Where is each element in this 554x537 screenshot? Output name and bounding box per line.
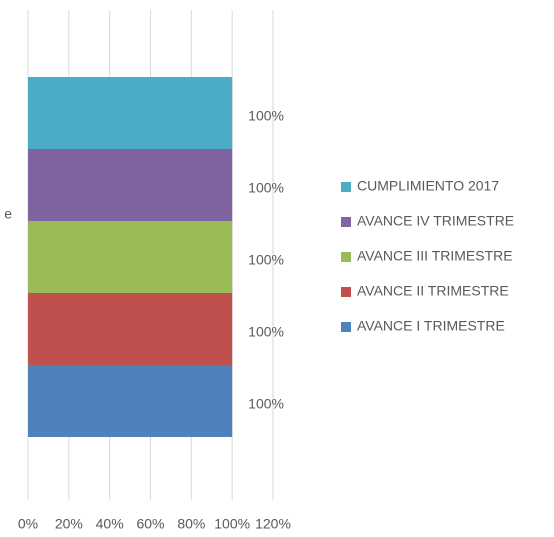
x-tick-label: 120%: [255, 516, 291, 532]
legend-swatch: [341, 252, 351, 262]
data-label: 100%: [248, 180, 284, 196]
x-tick-label: 20%: [55, 516, 83, 532]
bar: [28, 365, 233, 437]
bar: [28, 77, 233, 149]
legend-swatch: [341, 182, 351, 192]
bar: [28, 221, 233, 293]
legend-label: AVANCE III TRIMESTRE: [357, 248, 513, 264]
bar: [28, 149, 233, 221]
x-tick-label: 80%: [177, 516, 205, 532]
y-tick-label: e: [4, 206, 12, 222]
x-tick-label: 60%: [136, 516, 164, 532]
x-tick-label: 40%: [96, 516, 124, 532]
legend-label: AVANCE IV TRIMESTRE: [357, 213, 514, 229]
legend-label: AVANCE I TRIMESTRE: [357, 318, 505, 334]
x-tick-label: 0%: [18, 516, 38, 532]
data-label: 100%: [248, 324, 284, 340]
legend-swatch: [341, 217, 351, 227]
data-label: 100%: [248, 252, 284, 268]
legend-swatch: [341, 322, 351, 332]
bar: [28, 293, 233, 365]
x-tick-label: 100%: [214, 516, 250, 532]
data-label: 100%: [248, 396, 284, 412]
legend-label: AVANCE II TRIMESTRE: [357, 283, 509, 299]
data-label: 100%: [248, 108, 284, 124]
legend-label: CUMPLIMIENTO 2017: [357, 178, 499, 194]
legend-swatch: [341, 287, 351, 297]
